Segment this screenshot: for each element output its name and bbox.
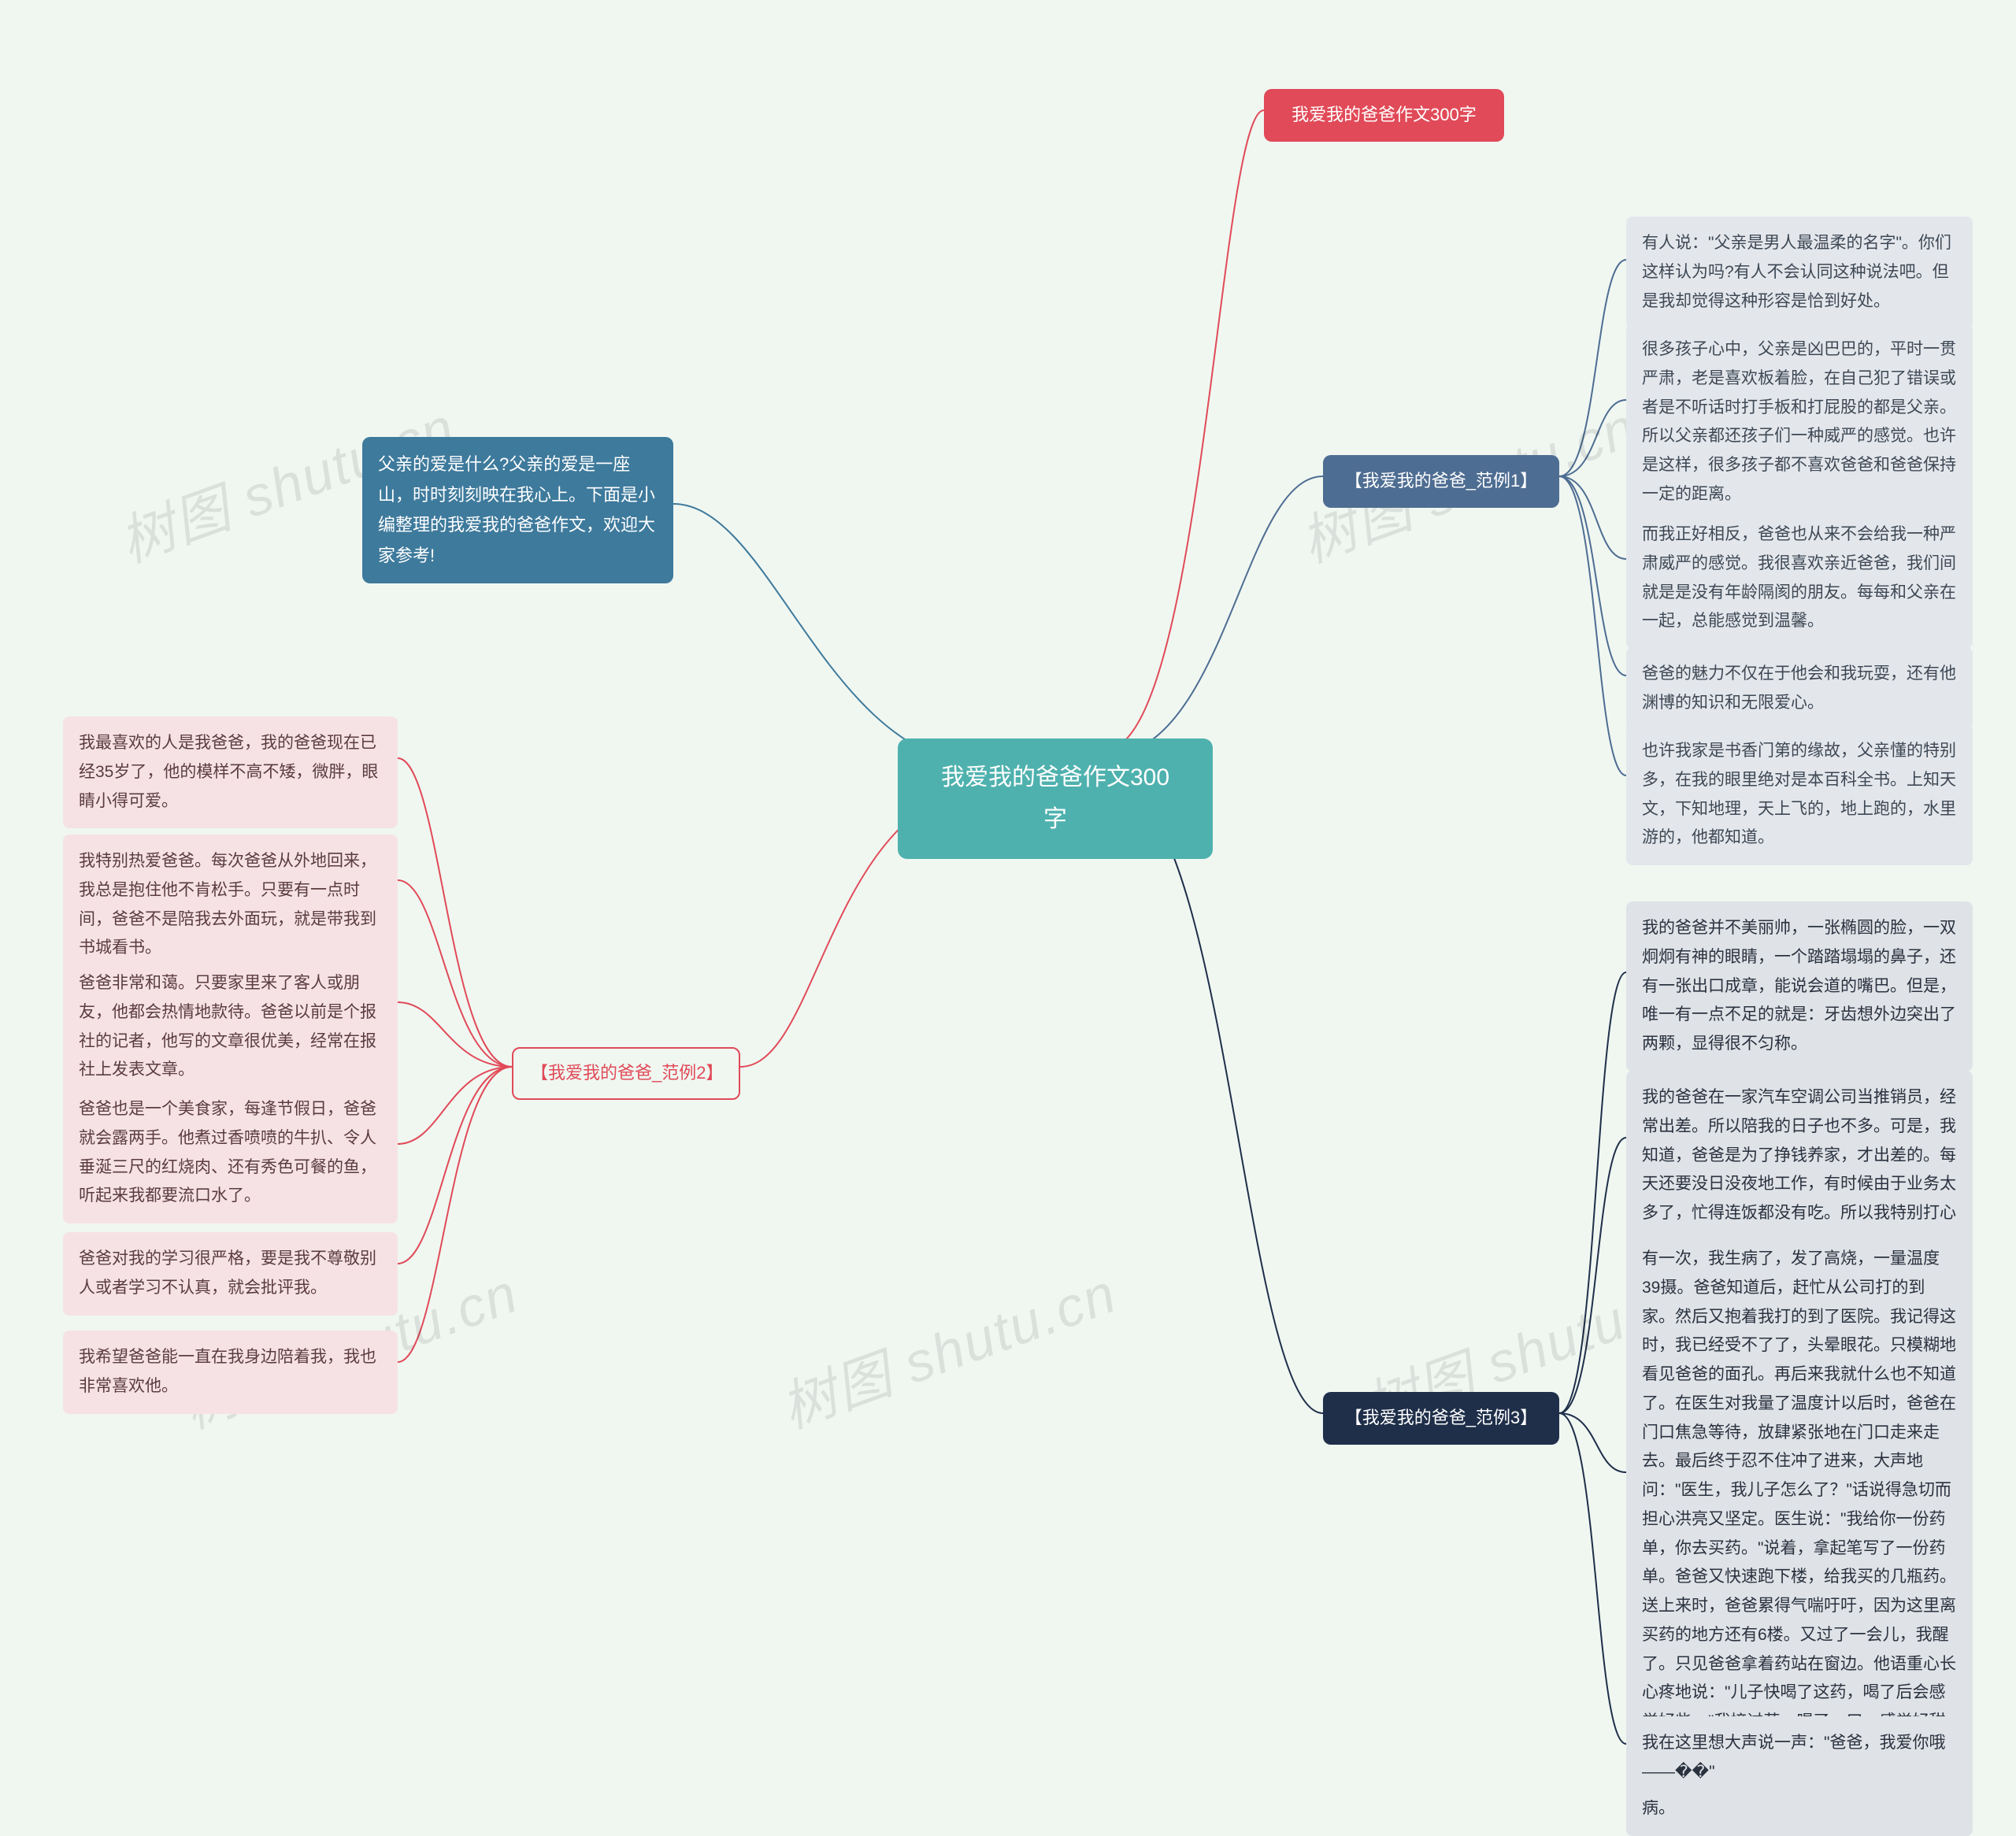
example2-item-4[interactable]: 爸爸也是一个美食家，每逢节假日，爸爸就会露两手。他煮过香喷喷的牛扒、令人垂涎三尺…: [63, 1083, 398, 1223]
intro-node[interactable]: 父亲的爱是什么?父亲的爱是一座山，时时刻刻映在我心上。下面是小编整理的我爱我的爸…: [362, 437, 673, 583]
example2-item-5[interactable]: 爸爸对我的学习很严格，要是我不尊敬别人或者学习不认真，就会批评我。: [63, 1232, 398, 1316]
example3-item-4[interactable]: 我在这里想大声说一声："爸爸，我爱你哦——��": [1626, 1716, 1973, 1800]
example1-item-2[interactable]: 很多孩子心中，父亲是凶巴巴的，平时一贯严肃，老是喜欢板着脸，在自己犯了错误或者是…: [1626, 323, 1973, 522]
example2-item-6[interactable]: 我希望爸爸能一直在我身边陪着我，我也非常喜欢他。: [63, 1331, 398, 1414]
watermark: 树图 shutu.cn: [769, 1249, 1126, 1444]
example1-item-1[interactable]: 有人说："父亲是男人最温柔的名字"。你们这样认为吗?有人不会认同这种说法吧。但是…: [1626, 217, 1973, 328]
branch-red-title[interactable]: 我爱我的爸爸作文300字: [1264, 89, 1504, 142]
example2-item-2[interactable]: 我特别热爱爸爸。每次爸爸从外地回来，我总是抱住他不肯松手。只要有一点时间，爸爸不…: [63, 835, 398, 975]
example2-item-1[interactable]: 我最喜欢的人是我爸爸，我的爸爸现在已经35岁了，他的模样不高不矮，微胖，眼睛小得…: [63, 716, 398, 828]
example1-item-3[interactable]: 而我正好相反，爸爸也从来不会给我一种严肃威严的感觉。我很喜欢亲近爸爸，我们间就是…: [1626, 508, 1973, 649]
example1-item-4[interactable]: 爸爸的魅力不仅在于他会和我玩耍，还有他渊博的知识和无限爱心。: [1626, 647, 1973, 731]
example2-item-3[interactable]: 爸爸非常和蔼。只要家里来了客人或朋友，他都会热情地款待。爸爸以前是个报社的记者，…: [63, 957, 398, 1098]
example2-label[interactable]: 【我爱我的爸爸_范例2】: [512, 1047, 740, 1100]
example1-label[interactable]: 【我爱我的爸爸_范例1】: [1323, 455, 1559, 508]
root-node[interactable]: 我爱我的爸爸作文300字: [898, 738, 1213, 859]
example3-item-1[interactable]: 我的爸爸并不美丽帅，一张椭圆的脸，一双炯炯有神的眼睛，一个踏踏塌塌的鼻子，还有一…: [1626, 901, 1973, 1072]
example3-label[interactable]: 【我爱我的爸爸_范例3】: [1323, 1392, 1559, 1445]
example1-item-5[interactable]: 也许我家是书香门第的缘故，父亲懂的特别多，在我的眼里绝对是本百科全书。上知天文，…: [1626, 724, 1973, 865]
